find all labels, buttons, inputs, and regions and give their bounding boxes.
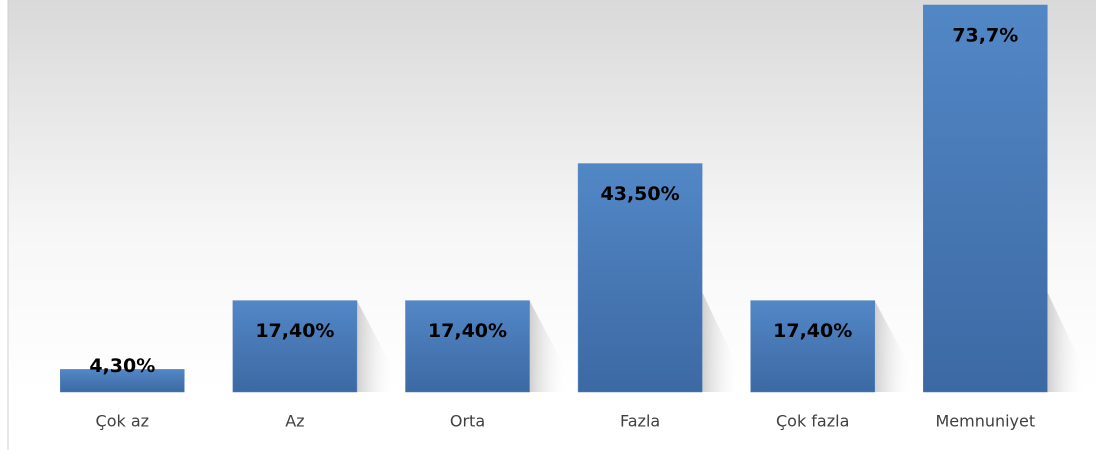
x-tick-label: Çok az (96, 412, 150, 431)
bar-shadow (529, 300, 568, 392)
bar (750, 300, 875, 393)
value-label: 17,40% (255, 320, 334, 342)
value-label: 43,50% (601, 183, 680, 205)
bar (405, 300, 530, 393)
x-tick-label: Memnuniyet (935, 412, 1035, 431)
bar-shadow (702, 292, 741, 392)
bar (923, 4, 1048, 393)
plot-background (8, 0, 1096, 392)
bar-shadow (874, 300, 913, 392)
bar (577, 163, 703, 393)
bar-shadow (1047, 292, 1086, 392)
value-label: 73,7% (952, 25, 1018, 47)
value-label: 17,40% (428, 320, 507, 342)
bar (232, 300, 358, 393)
bar (60, 369, 185, 393)
value-label: 17,40% (773, 320, 852, 342)
value-label: 4,30% (89, 355, 155, 377)
x-tick-label: Fazla (620, 412, 660, 431)
x-tick-label: Az (285, 412, 304, 431)
x-tick-label: Çok fazla (776, 412, 849, 431)
x-tick-label: Orta (450, 412, 485, 431)
bar-shadow (356, 300, 395, 392)
